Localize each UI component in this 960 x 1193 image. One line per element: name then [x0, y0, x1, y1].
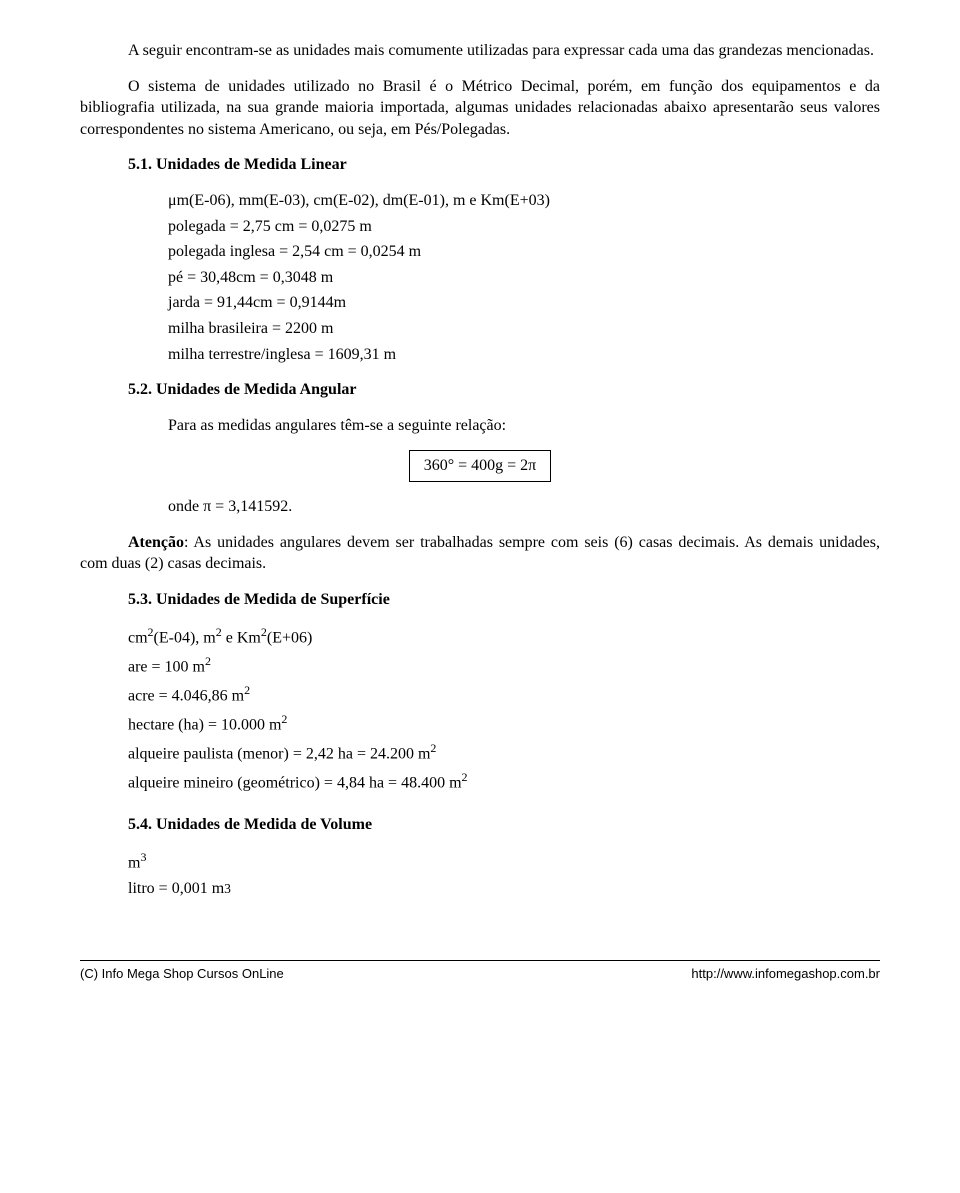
onde-line-block: onde π = 3,141592.	[168, 496, 880, 518]
linear-line: polegada = 2,75 cm = 0,0275 m	[168, 216, 880, 238]
attention-text: : As unidades angulares devem ser trabal…	[80, 534, 880, 573]
surface-line-5: alqueire paulista (menor) = 2,42 ha = 24…	[128, 740, 880, 765]
attention-paragraph: Atenção: As unidades angulares devem ser…	[80, 532, 880, 575]
surface-line-6: alqueire mineiro (geométrico) = 4,84 ha …	[128, 769, 880, 794]
intro-paragraph-1: A seguir encontram-se as unidades mais c…	[80, 40, 880, 62]
txt: e Km	[222, 630, 261, 647]
section-5-2-intro: Para as medidas angulares têm-se a segui…	[168, 415, 880, 437]
txt: m	[128, 855, 140, 872]
linear-line: μm(E-06), mm(E-03), cm(E-02), dm(E-01), …	[168, 190, 880, 212]
heading-5-3: 5.3. Unidades de Medida de Superfície	[128, 589, 880, 611]
attention-label: Atenção	[128, 534, 184, 551]
txt: litro = 0,001 m	[128, 880, 224, 897]
angular-formula-box: 360° = 400g = 2π	[409, 450, 552, 482]
txt: hectare (ha) = 10.000 m	[128, 716, 281, 733]
page-footer: (C) Info Mega Shop Cursos OnLine http://…	[80, 960, 880, 983]
heading-5-3-text: 5.3. Unidades de Medida de Superfície	[128, 591, 390, 608]
linear-line: jarda = 91,44cm = 0,9144m	[168, 292, 880, 314]
surface-line-1: cm2(E-04), m2 e Km2(E+06)	[128, 624, 880, 649]
linear-line: milha brasileira = 2200 m	[168, 318, 880, 340]
sup: 2	[462, 770, 468, 784]
sup: 2	[430, 741, 436, 755]
txt: (E+06)	[267, 630, 312, 647]
sup: 2	[281, 712, 287, 726]
txt: acre = 4.046,86 m	[128, 687, 244, 704]
surface-line-4: hectare (ha) = 10.000 m2	[128, 711, 880, 736]
txt: cm	[128, 630, 148, 647]
sup: 2	[205, 654, 211, 668]
linear-line: milha terrestre/inglesa = 1609,31 m	[168, 344, 880, 366]
linear-line: pé = 30,48cm = 0,3048 m	[168, 267, 880, 289]
angular-intro-line: Para as medidas angulares têm-se a segui…	[168, 415, 880, 437]
sup: 3	[140, 850, 146, 864]
txt: are = 100 m	[128, 659, 205, 676]
volume-line-2: litro = 0,001 m3	[128, 878, 880, 900]
intro-paragraph-2: O sistema de unidades utilizado no Brasi…	[80, 76, 880, 141]
footer-right: http://www.infomegashop.com.br	[691, 965, 880, 983]
heading-5-2: 5.2. Unidades de Medida Angular	[128, 379, 880, 401]
footer-left: (C) Info Mega Shop Cursos OnLine	[80, 965, 284, 983]
onde-line: onde π = 3,141592.	[168, 496, 880, 518]
volume-line-1: m3	[128, 849, 880, 874]
sup: 2	[244, 683, 250, 697]
surface-line-3: acre = 4.046,86 m2	[128, 682, 880, 707]
txt: alqueire mineiro (geométrico) = 4,84 ha …	[128, 774, 462, 791]
linear-line: polegada inglesa = 2,54 cm = 0,0254 m	[168, 241, 880, 263]
txt: (E-04), m	[154, 630, 216, 647]
sub: 3	[224, 881, 231, 896]
surface-line-2: are = 100 m2	[128, 653, 880, 678]
formula-wrapper: 360° = 400g = 2π	[80, 450, 880, 482]
txt: alqueire paulista (menor) = 2,42 ha = 24…	[128, 745, 430, 762]
heading-5-1: 5.1. Unidades de Medida Linear	[128, 154, 880, 176]
heading-5-4: 5.4. Unidades de Medida de Volume	[128, 814, 880, 836]
section-5-1-list: μm(E-06), mm(E-03), cm(E-02), dm(E-01), …	[168, 190, 880, 365]
